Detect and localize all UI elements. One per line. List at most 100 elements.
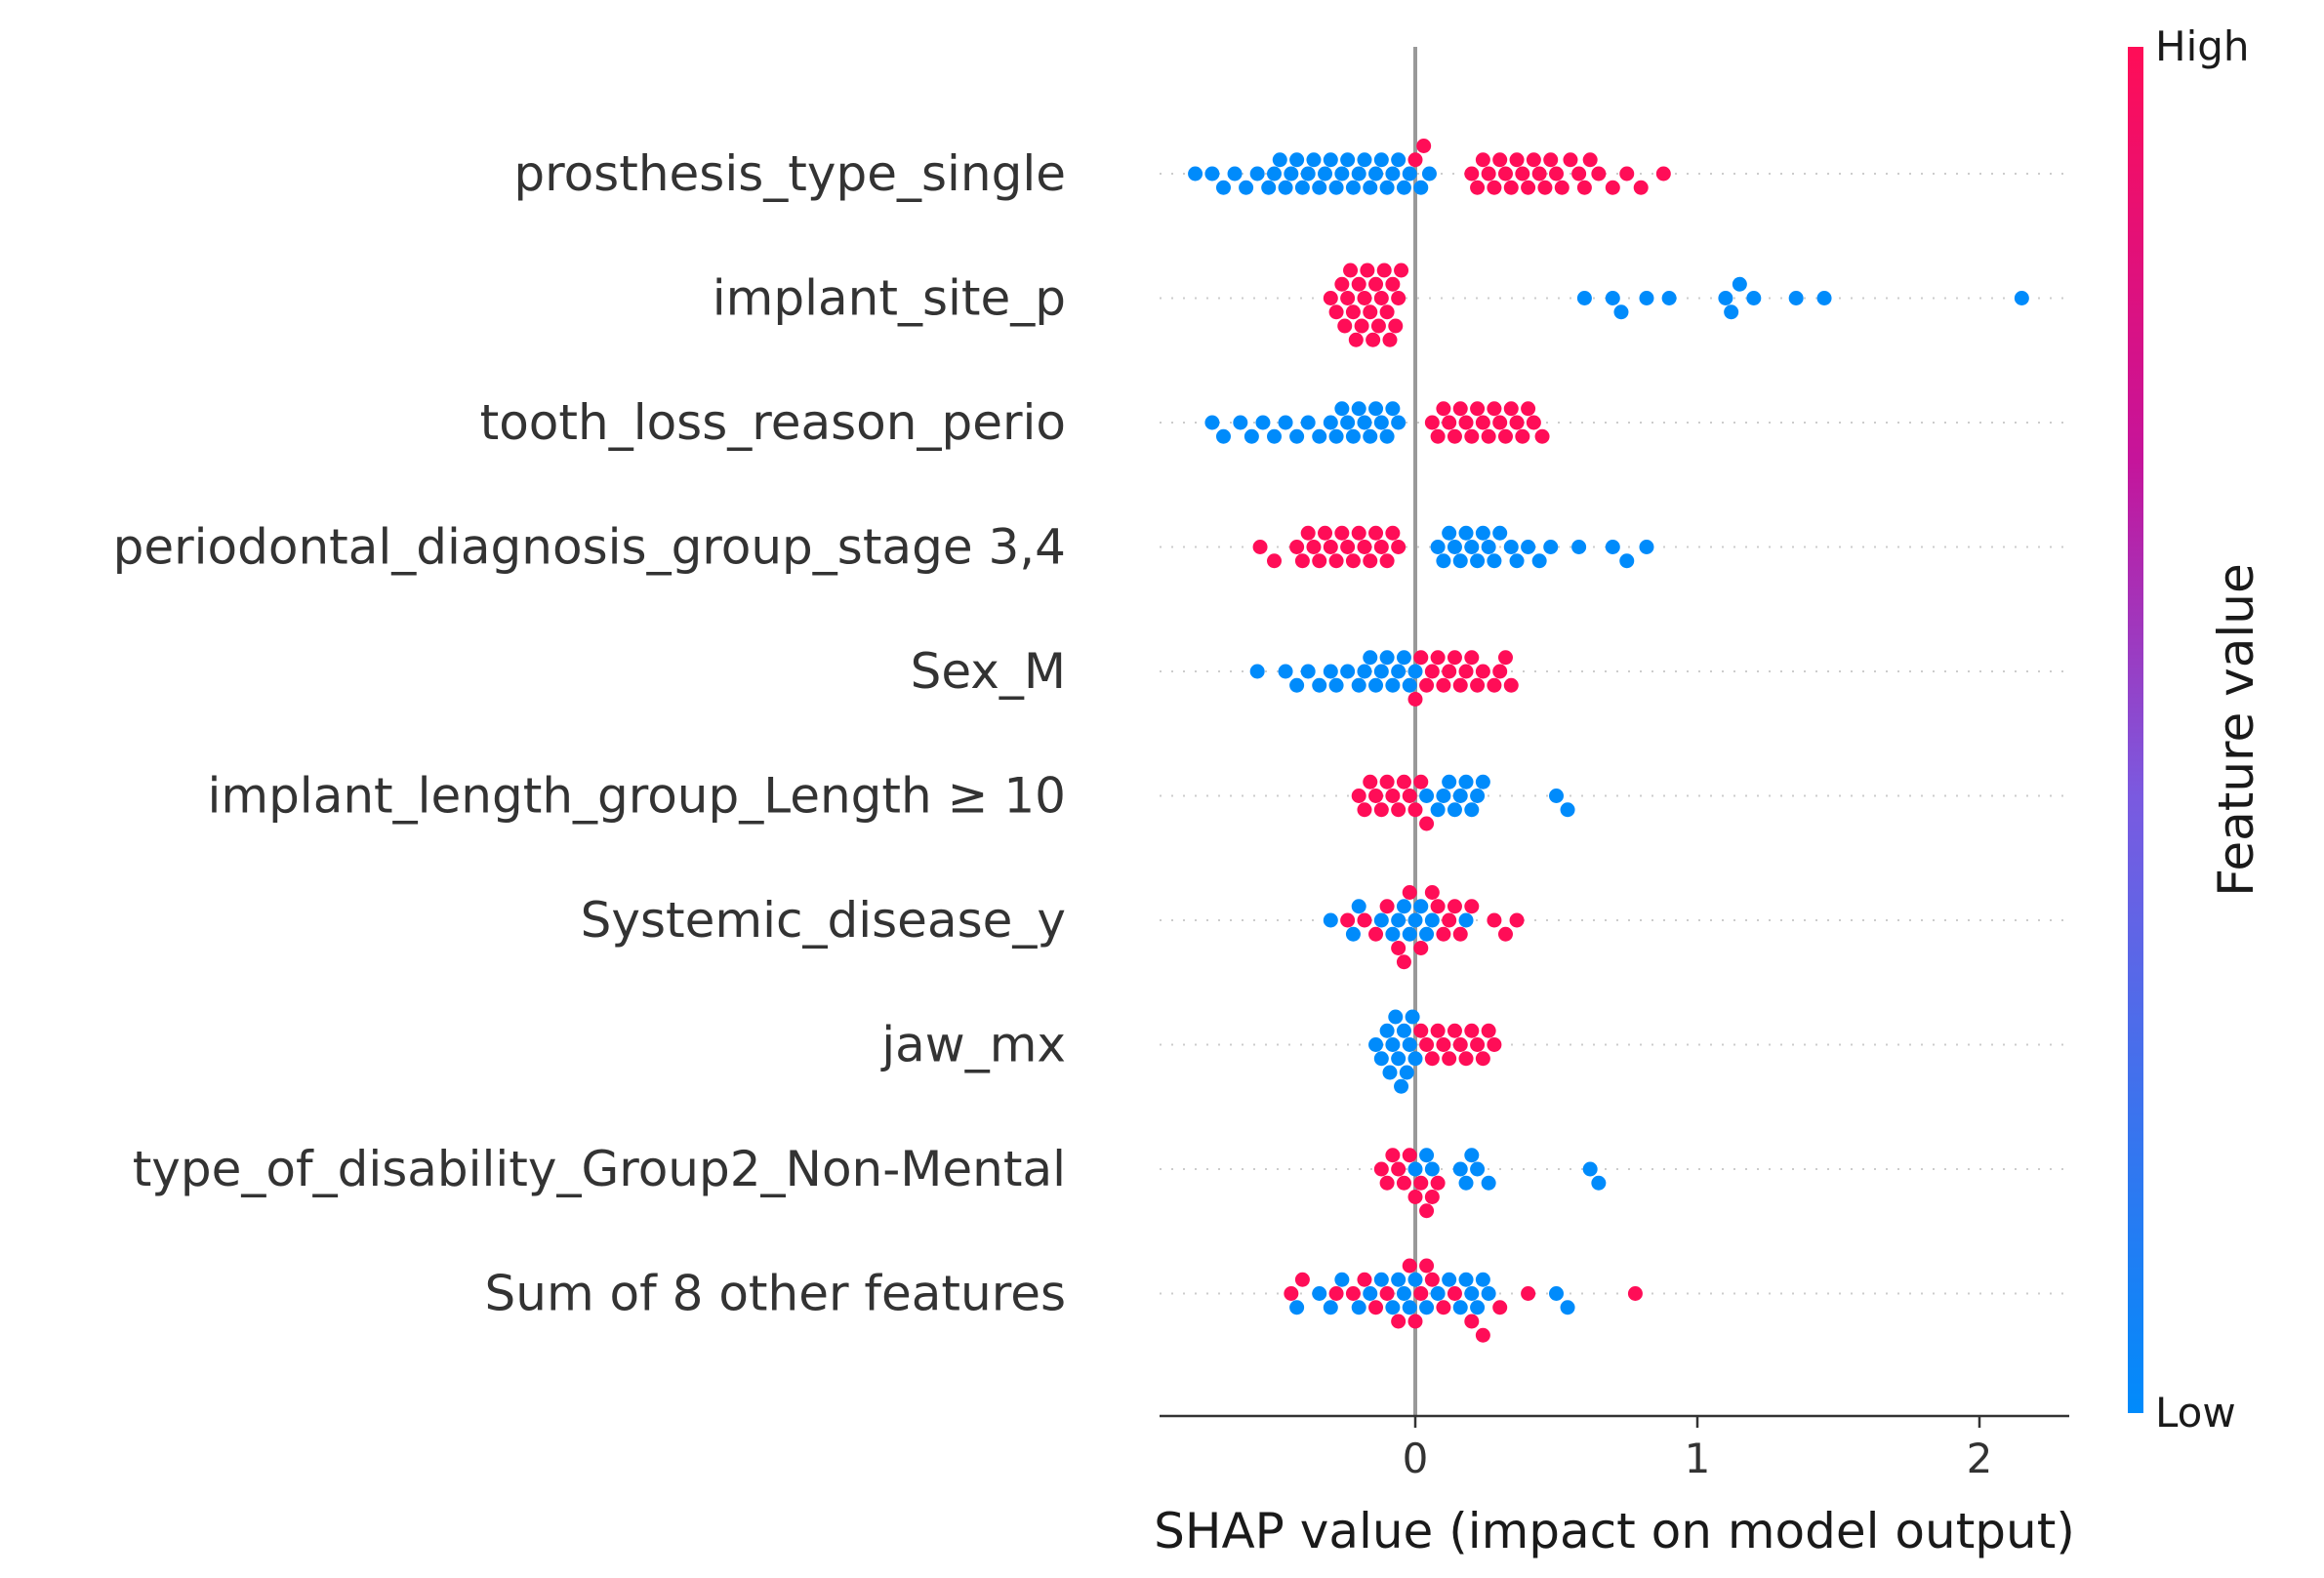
shap-point bbox=[1391, 1161, 1407, 1177]
shap-point bbox=[1424, 415, 1440, 430]
shap-point bbox=[1549, 789, 1564, 803]
shap-point bbox=[1385, 276, 1401, 292]
shap-point bbox=[1475, 525, 1490, 541]
shap-point bbox=[1373, 152, 1389, 168]
shap-point bbox=[1470, 789, 1486, 803]
shap-point bbox=[1379, 553, 1395, 569]
shap-point bbox=[1464, 1023, 1480, 1038]
shap-point bbox=[1571, 540, 1587, 554]
shap-point bbox=[1447, 1286, 1462, 1301]
shap-point bbox=[1582, 1161, 1598, 1177]
shap-point bbox=[1464, 1314, 1480, 1329]
shap-point bbox=[1492, 1300, 1508, 1315]
shap-point bbox=[1328, 677, 1344, 693]
shap-point bbox=[1278, 180, 1293, 195]
shap-point bbox=[1357, 1272, 1372, 1287]
feature-labels: prosthesis_type_single implant_site_ptoot… bbox=[113, 145, 1066, 1322]
shap-point bbox=[1272, 152, 1287, 168]
shap-point bbox=[1373, 540, 1389, 554]
shap-point bbox=[1379, 774, 1395, 789]
shap-point bbox=[1396, 774, 1411, 789]
shap-point bbox=[1394, 1078, 1409, 1094]
shap-point bbox=[1300, 166, 1316, 182]
shap-point bbox=[1391, 291, 1407, 305]
x-tick-label: 0 bbox=[1403, 1435, 1429, 1482]
shap-point bbox=[1396, 899, 1411, 914]
shap-point bbox=[1227, 166, 1243, 182]
shap-point bbox=[1328, 428, 1344, 444]
shap-point bbox=[1379, 1286, 1395, 1301]
shap-point bbox=[1661, 291, 1677, 305]
shap-point bbox=[1447, 802, 1462, 818]
shap-point bbox=[1368, 677, 1384, 693]
colorbar-high-label: High bbox=[2155, 22, 2250, 70]
shap-point bbox=[1452, 1300, 1468, 1315]
shap-point bbox=[1379, 899, 1395, 914]
shap-point bbox=[1300, 415, 1316, 430]
shap-point bbox=[1633, 180, 1649, 195]
shap-point bbox=[1470, 1037, 1486, 1052]
shap-point bbox=[1452, 789, 1468, 803]
shap-point bbox=[1244, 428, 1259, 444]
x-tick-label: 2 bbox=[1967, 1435, 1993, 1482]
shap-point bbox=[1382, 332, 1398, 347]
shap-point bbox=[1351, 1300, 1366, 1315]
feature-label: Sum of 8 other features bbox=[485, 1266, 1066, 1322]
shap-point bbox=[1419, 677, 1435, 693]
shap-point bbox=[1360, 263, 1375, 278]
shap-point bbox=[1481, 540, 1496, 554]
shap-point bbox=[1655, 166, 1671, 182]
shap-point bbox=[1255, 415, 1271, 430]
shap-point bbox=[1430, 899, 1446, 914]
shap-point bbox=[1328, 304, 1344, 320]
shap-point bbox=[1278, 415, 1293, 430]
shap-point bbox=[1509, 152, 1525, 168]
shap-point bbox=[1571, 166, 1587, 182]
shap-point bbox=[1345, 428, 1361, 444]
shap-point bbox=[1419, 1037, 1435, 1052]
shap-point bbox=[1357, 540, 1372, 554]
colorbar-low-label: Low bbox=[2155, 1389, 2236, 1436]
shap-point bbox=[1521, 540, 1536, 554]
shap-point bbox=[1497, 650, 1513, 666]
shap-point bbox=[1421, 166, 1437, 182]
shap-point bbox=[1413, 650, 1429, 666]
shap-point bbox=[1363, 304, 1378, 320]
x-tick-label: 1 bbox=[1685, 1435, 1711, 1482]
shap-point bbox=[1746, 291, 1762, 305]
shap-point bbox=[1300, 664, 1316, 679]
shap-point bbox=[1402, 1258, 1417, 1274]
shap-point bbox=[1407, 802, 1423, 818]
shap-point bbox=[1464, 1286, 1480, 1301]
shap-point bbox=[1424, 1051, 1440, 1067]
shap-point bbox=[1487, 553, 1502, 569]
shap-point bbox=[1430, 650, 1446, 666]
shap-point bbox=[1452, 926, 1468, 942]
shap-point bbox=[1419, 789, 1435, 803]
shap-point bbox=[1328, 1286, 1344, 1301]
shap-point bbox=[1368, 926, 1384, 942]
shap-point bbox=[1447, 650, 1462, 666]
shap-point bbox=[1345, 926, 1361, 942]
shap-point bbox=[1402, 789, 1417, 803]
shap-point bbox=[1436, 553, 1451, 569]
shap-point bbox=[1363, 180, 1378, 195]
shap-point bbox=[1368, 525, 1384, 541]
shap-point bbox=[1436, 1037, 1451, 1052]
shap-point bbox=[1363, 553, 1378, 569]
shap-point bbox=[1267, 553, 1282, 569]
shap-point bbox=[1442, 1272, 1457, 1287]
shap-point bbox=[1345, 180, 1361, 195]
shap-point bbox=[1470, 677, 1486, 693]
shap-point bbox=[1475, 664, 1490, 679]
shap-point bbox=[1430, 540, 1446, 554]
shap-point bbox=[1312, 428, 1327, 444]
shap-point bbox=[1639, 540, 1654, 554]
shap-point bbox=[1340, 415, 1356, 430]
shap-point bbox=[1452, 677, 1468, 693]
shap-point bbox=[1252, 540, 1268, 554]
x-axis-ticks: 0 1 2 bbox=[1403, 1416, 1993, 1482]
shap-point bbox=[1351, 166, 1366, 182]
shap-point bbox=[1509, 415, 1525, 430]
shap-point bbox=[1391, 664, 1407, 679]
